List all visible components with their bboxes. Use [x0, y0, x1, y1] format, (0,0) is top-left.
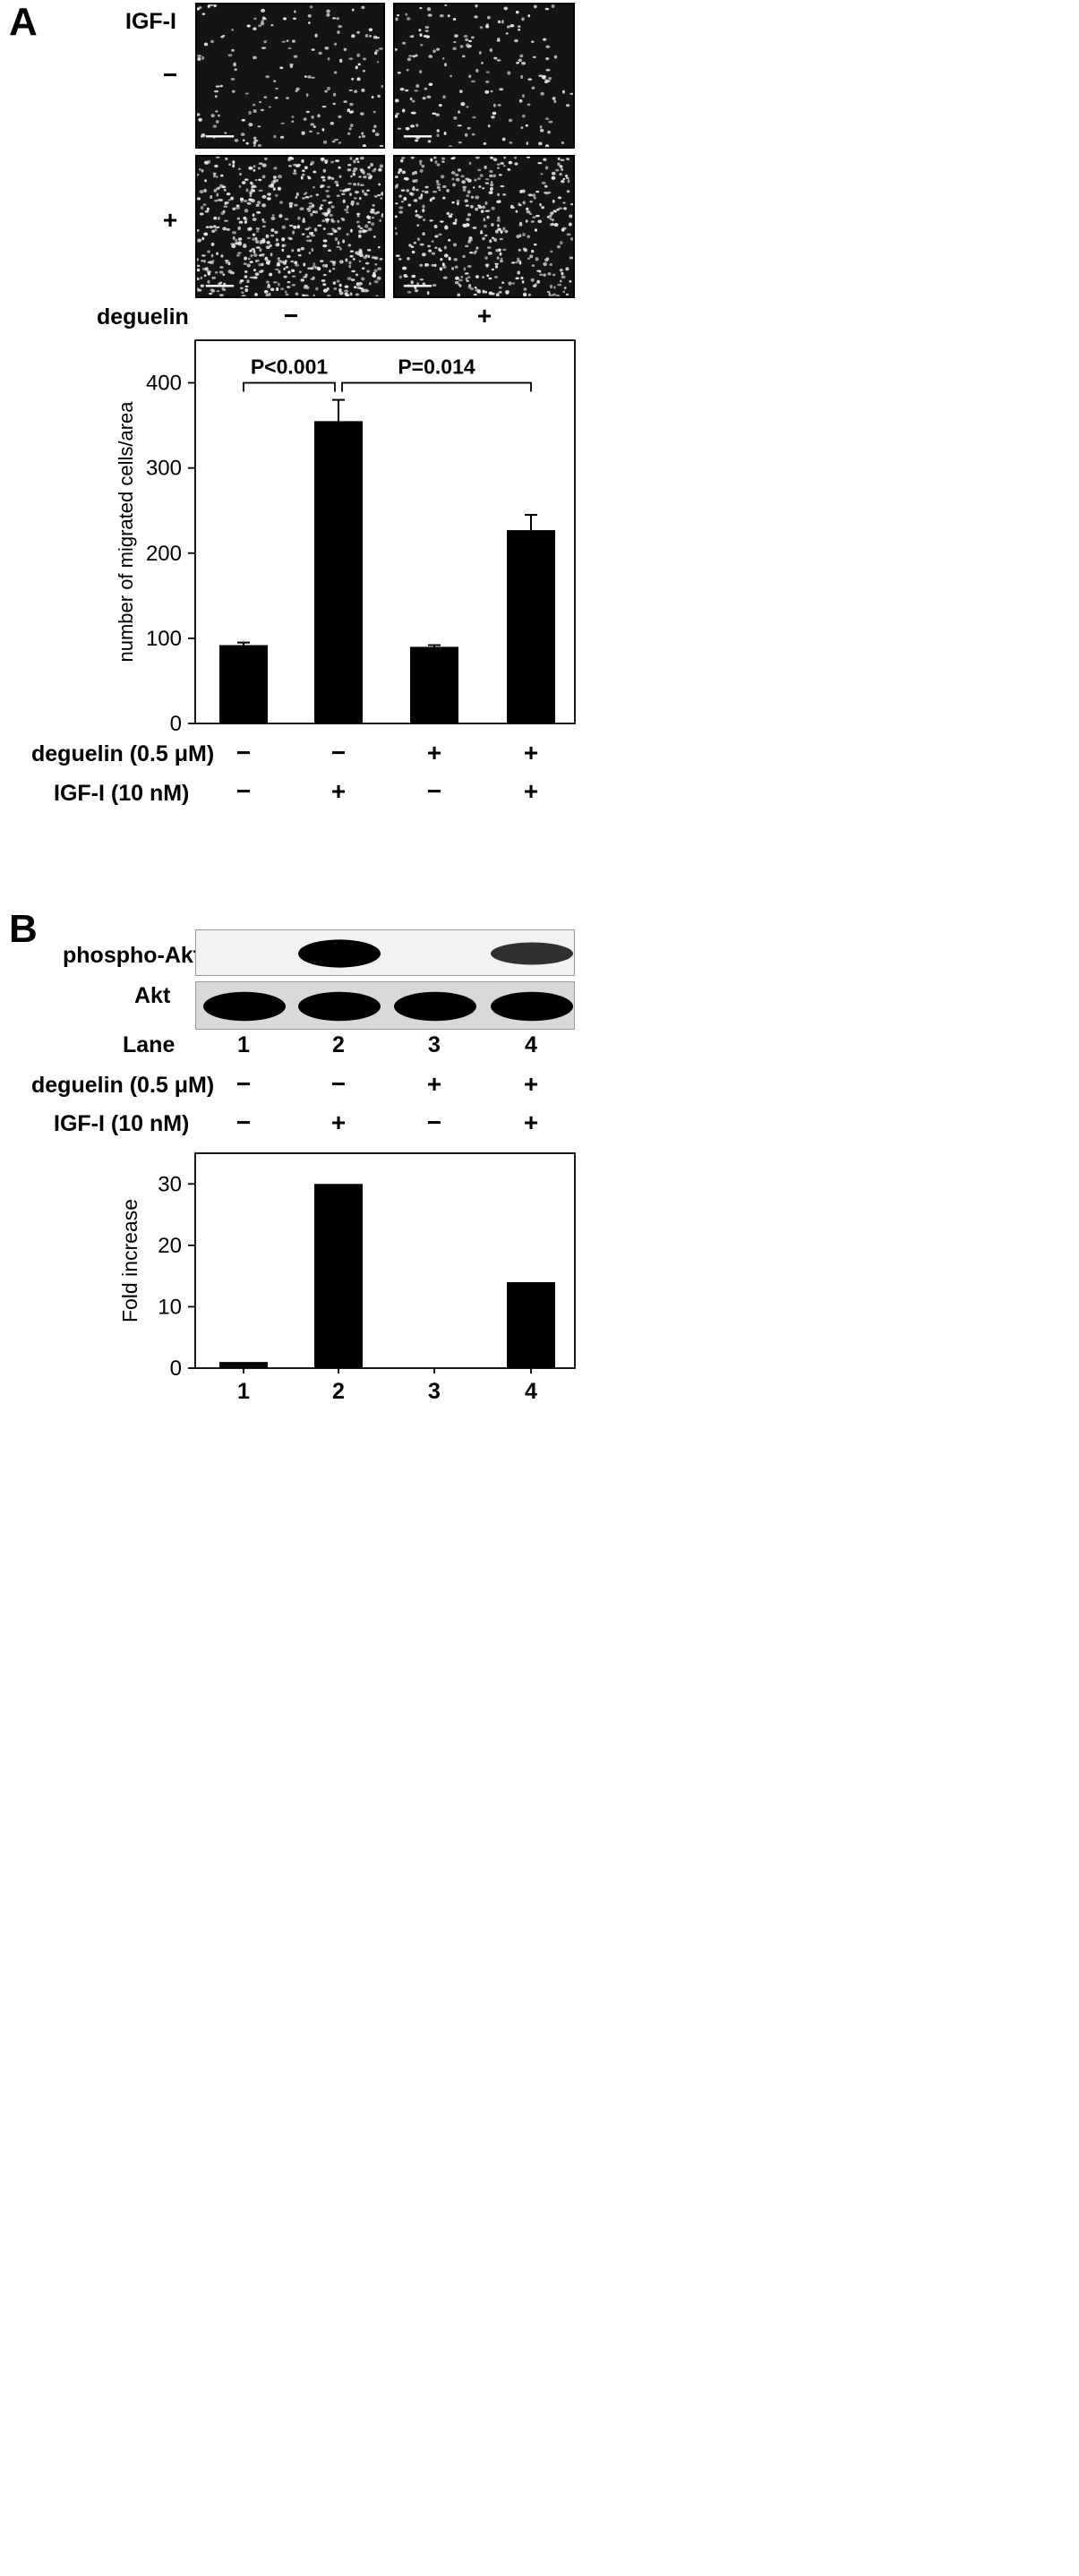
panel-a-letter: A: [9, 0, 38, 44]
plot-frame: [194, 339, 576, 724]
lane-number: 1: [237, 1032, 250, 1057]
condition-sign: −: [330, 1070, 347, 1098]
lane-label: Lane: [123, 1032, 176, 1057]
lane-number: 4: [525, 1032, 537, 1057]
x-tick-label: 1: [237, 1379, 250, 1404]
micrograph-control-nuclei: [197, 4, 383, 147]
micrograph-igf-deguelin-nuclei: [395, 157, 573, 296]
migration-bar-chart: 0 100 200 300 400 number of migrated cells/ar…: [115, 339, 576, 736]
micrograph-control: [195, 3, 385, 149]
condition-sign: +: [523, 1070, 539, 1098]
bar-2: [314, 421, 363, 723]
y-tick-label: 200: [146, 542, 182, 566]
y-tick-label: 20: [158, 1234, 182, 1258]
condition-sign: −: [235, 739, 252, 766]
panel-b-letter: B: [9, 907, 38, 951]
condition-sign: +: [523, 1108, 539, 1136]
y-axis-label: number of migrated cells/area: [115, 401, 137, 663]
condition-sign: +: [523, 739, 539, 766]
phospho-akt-bands: [298, 939, 573, 968]
lane-number: 3: [428, 1032, 441, 1057]
micrograph-deguelin-nuclei: [395, 4, 573, 147]
bar-4: [507, 1282, 555, 1368]
igf-row-sign-plus: +: [162, 206, 178, 234]
condition-sign: +: [330, 1108, 347, 1136]
blot-band: [491, 942, 573, 965]
bar-1: [219, 1362, 268, 1368]
blot-condition-label-deguelin: deguelin (0.5 μM): [31, 1073, 215, 1098]
y-tick-label: 10: [158, 1295, 182, 1319]
blot-band: [491, 991, 573, 1022]
condition-sign: −: [426, 777, 442, 805]
significance-bracket: [243, 381, 336, 392]
condition-sign: −: [235, 1070, 252, 1098]
lane-number: 2: [332, 1032, 345, 1057]
blot-band: [203, 991, 286, 1022]
blot-label-phospho-akt: phospho-Akt: [63, 943, 201, 968]
y-tick-label: 400: [146, 372, 182, 396]
x-tick-label: 3: [428, 1379, 441, 1404]
condition-sign: +: [426, 739, 442, 766]
micrograph-deguelin: [393, 3, 575, 149]
igf-row-header: IGF-I: [125, 9, 176, 34]
y-tick-label: 0: [170, 1356, 182, 1381]
blot-band: [394, 991, 476, 1022]
y-tick-label: 100: [146, 627, 182, 651]
condition-sign: −: [426, 1108, 442, 1136]
micrograph-igf-nuclei: [197, 157, 383, 296]
bar-3: [410, 646, 458, 723]
significance-label: P=0.014: [398, 355, 475, 379]
y-tick-label: 0: [170, 712, 182, 736]
chart-a-condition-label-igf: IGF-I (10 nM): [54, 781, 190, 806]
plot-frame: [194, 1152, 576, 1369]
micrograph-igf-deguelin: [393, 155, 575, 298]
x-tick-label: 2: [332, 1379, 345, 1404]
bar-2: [314, 1184, 363, 1368]
condition-sign: −: [235, 777, 252, 805]
deguelin-col-header: deguelin: [97, 304, 189, 329]
chart-a-condition-label-deguelin: deguelin (0.5 μM): [31, 741, 215, 766]
blot-label-akt: Akt: [134, 983, 171, 1008]
deguelin-col-sign-minus: −: [283, 302, 299, 329]
akt-bands: [203, 991, 573, 1022]
blot-strip-akt: [195, 981, 575, 1030]
blot-band: [298, 939, 381, 968]
condition-sign: −: [235, 1108, 252, 1136]
y-tick-label: 30: [158, 1172, 182, 1196]
condition-sign: +: [330, 777, 347, 805]
bar-4: [507, 530, 555, 723]
igf-row-sign-minus: −: [162, 61, 178, 89]
condition-sign: +: [523, 777, 539, 805]
x-tick-label: 4: [525, 1379, 537, 1404]
blot-condition-label-igf: IGF-I (10 nM): [54, 1111, 190, 1136]
micrograph-igf: [195, 155, 385, 298]
significance-label: P<0.001: [251, 355, 329, 379]
deguelin-col-sign-plus: +: [476, 302, 492, 329]
blot-band: [298, 991, 381, 1022]
condition-sign: +: [426, 1070, 442, 1098]
blot-strip-phospho-akt: [195, 929, 575, 976]
condition-sign: −: [330, 739, 347, 766]
significance-bracket: [341, 381, 532, 392]
bar-1: [219, 645, 268, 723]
y-tick-label: 300: [146, 457, 182, 481]
y-axis-label: Fold increase: [118, 1199, 141, 1322]
